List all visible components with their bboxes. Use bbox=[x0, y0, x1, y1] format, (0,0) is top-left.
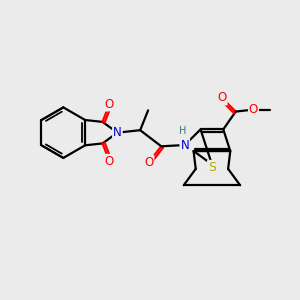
Text: N: N bbox=[180, 139, 189, 152]
Text: O: O bbox=[105, 155, 114, 168]
Text: O: O bbox=[105, 98, 114, 111]
Text: O: O bbox=[144, 156, 154, 169]
Text: O: O bbox=[218, 92, 227, 104]
Text: O: O bbox=[249, 103, 258, 116]
Text: S: S bbox=[208, 161, 216, 174]
Text: H: H bbox=[178, 126, 186, 136]
Text: N: N bbox=[113, 126, 122, 139]
